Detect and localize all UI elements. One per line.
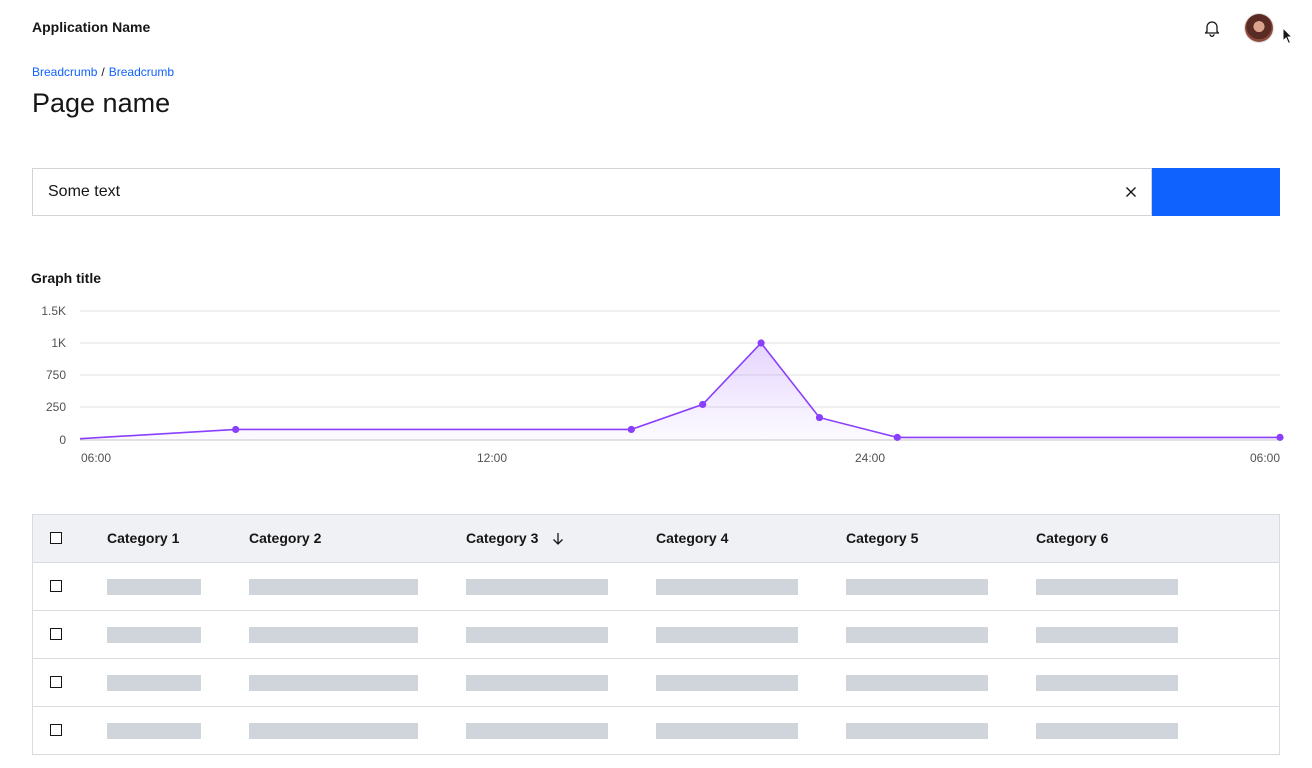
breadcrumb-separator: / — [101, 65, 105, 79]
close-icon — [1126, 187, 1136, 197]
data-table: Category 1 Category 2 Category 3 Categor… — [32, 514, 1280, 755]
chart-data-point[interactable] — [757, 339, 765, 347]
arrow-down-icon[interactable] — [552, 532, 564, 546]
y-tick-label: 0 — [59, 433, 66, 447]
skeleton-cell — [656, 627, 798, 643]
table-header-row: Category 1 Category 2 Category 3 Categor… — [33, 515, 1279, 563]
chart-data-point[interactable] — [232, 425, 240, 434]
chart-data-point[interactable] — [1276, 433, 1284, 441]
bell-icon-glyph — [1204, 21, 1220, 37]
skeleton-cell — [107, 675, 201, 691]
skeleton-cell — [656, 579, 798, 595]
skeleton-cell — [846, 675, 988, 691]
skeleton-cell — [1036, 579, 1178, 595]
select-all-checkbox[interactable] — [50, 532, 62, 544]
y-tick-label: 1K — [51, 336, 66, 350]
table-row[interactable] — [33, 659, 1279, 707]
column-header-1[interactable]: Category 1 — [107, 515, 179, 562]
row-checkbox[interactable] — [50, 628, 62, 640]
skeleton-cell — [846, 627, 988, 643]
chart-data-point[interactable] — [699, 400, 707, 409]
skeleton-cell — [249, 675, 418, 691]
column-header-3[interactable]: Category 3 — [466, 515, 564, 562]
x-tick-label: 06:00 — [1250, 451, 1280, 465]
chart-data-point[interactable] — [815, 413, 824, 422]
line-chart: 0 250 750 1K 1.5K 06:00 12:00 24:00 06:00 — [41, 304, 1284, 465]
x-tick-label: 12:00 — [477, 451, 507, 465]
primary-button[interactable] — [1152, 168, 1280, 216]
skeleton-cell — [1036, 627, 1178, 643]
skeleton-cell — [656, 675, 798, 691]
skeleton-cell — [249, 579, 418, 595]
breadcrumb-link-2[interactable]: Breadcrumb — [108, 65, 175, 79]
breadcrumb-link-1[interactable]: Breadcrumb — [32, 65, 98, 79]
skeleton-cell — [466, 627, 608, 643]
search-input[interactable] — [33, 169, 1111, 215]
bell-icon[interactable] — [1200, 17, 1224, 39]
app-name[interactable]: Application Name — [32, 19, 151, 35]
row-checkbox[interactable] — [50, 676, 62, 688]
clear-search-button[interactable] — [1111, 169, 1151, 215]
skeleton-cell — [846, 723, 988, 739]
column-header-4[interactable]: Category 4 — [656, 515, 728, 562]
table-row[interactable] — [33, 563, 1279, 611]
skeleton-cell — [107, 627, 201, 643]
row-checkbox[interactable] — [50, 724, 62, 736]
row-checkbox[interactable] — [50, 580, 62, 592]
column-header-6[interactable]: Category 6 — [1036, 515, 1108, 562]
y-tick-label: 750 — [46, 368, 66, 382]
page-title: Page name — [32, 88, 171, 118]
x-tick-label: 24:00 — [855, 451, 885, 465]
chart-series-line — [79, 341, 1280, 440]
skeleton-cell — [656, 723, 798, 739]
column-header-label: Category 3 — [466, 530, 539, 546]
column-header-label: Category 1 — [107, 530, 180, 546]
skeleton-cell — [107, 579, 201, 595]
skeleton-cell — [107, 723, 201, 739]
x-tick-label: 06:00 — [81, 451, 111, 465]
graph-title: Graph title — [31, 270, 102, 286]
column-header-label: Category 4 — [656, 530, 729, 546]
column-header-2[interactable]: Category 2 — [249, 515, 321, 562]
column-header-label: Category 2 — [249, 530, 322, 546]
chart-data-point[interactable] — [627, 425, 635, 434]
column-header-label: Category 6 — [1036, 530, 1109, 546]
table-row[interactable] — [33, 611, 1279, 659]
skeleton-cell — [249, 723, 418, 739]
mouse-cursor-icon — [1282, 27, 1294, 45]
chart-area — [80, 343, 1280, 440]
skeleton-cell — [249, 627, 418, 643]
skeleton-cell — [466, 723, 608, 739]
chart-data-point[interactable] — [893, 433, 901, 441]
y-tick-label: 1.5K — [41, 304, 66, 318]
y-tick-label: 250 — [46, 400, 66, 414]
column-header-5[interactable]: Category 5 — [846, 515, 918, 562]
breadcrumb: Breadcrumb / Breadcrumb — [32, 65, 174, 79]
skeleton-cell — [846, 579, 988, 595]
user-avatar[interactable] — [1245, 14, 1273, 42]
search-field — [32, 168, 1152, 216]
skeleton-cell — [1036, 723, 1178, 739]
skeleton-cell — [466, 675, 608, 691]
skeleton-cell — [1036, 675, 1178, 691]
column-header-label: Category 5 — [846, 530, 919, 546]
table-row[interactable] — [33, 707, 1279, 755]
skeleton-cell — [466, 579, 608, 595]
